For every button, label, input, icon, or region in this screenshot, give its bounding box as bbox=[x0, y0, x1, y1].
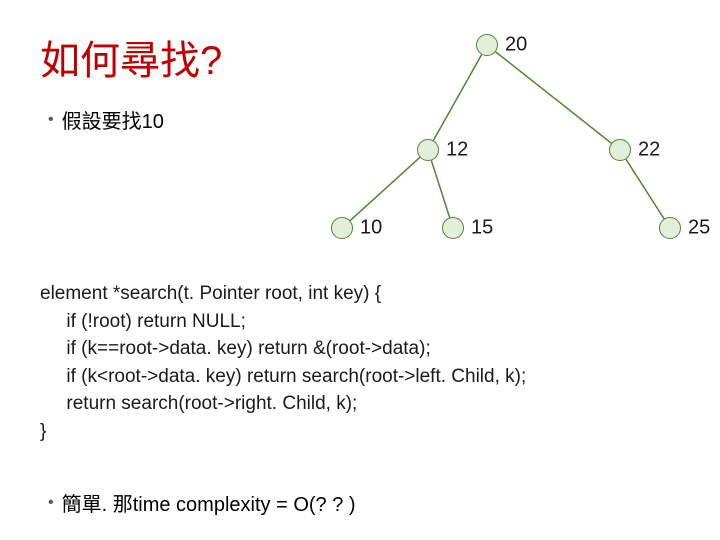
bullet-text: 假設要找10 bbox=[62, 105, 164, 134]
tree-node bbox=[659, 217, 681, 239]
bullet-dot-icon: • bbox=[48, 105, 54, 131]
tree-node bbox=[609, 139, 631, 161]
bullet-dot-icon: • bbox=[48, 488, 54, 514]
bullet-assumption: • 假設要找10 bbox=[48, 105, 164, 134]
bullet-complexity: • 簡單. 那time complexity = O(? ? ) bbox=[48, 488, 356, 517]
tree-node bbox=[331, 217, 353, 239]
tree-node bbox=[417, 139, 439, 161]
tree-node-label: 10 bbox=[360, 217, 382, 240]
tree-node-label: 15 bbox=[471, 217, 493, 240]
tree-node bbox=[442, 217, 464, 239]
slide-title: 如何尋找? bbox=[40, 28, 222, 86]
tree-node-label: 25 bbox=[688, 217, 710, 240]
bullet-text: 簡單. 那time complexity = O(? ? ) bbox=[62, 488, 356, 517]
tree-node bbox=[476, 34, 498, 56]
tree-node-label: 22 bbox=[638, 139, 660, 162]
tree-node-label: 20 bbox=[505, 34, 527, 57]
code-block: element *search(t. Pointer root, int key… bbox=[40, 280, 526, 445]
tree-node-label: 12 bbox=[446, 139, 468, 162]
